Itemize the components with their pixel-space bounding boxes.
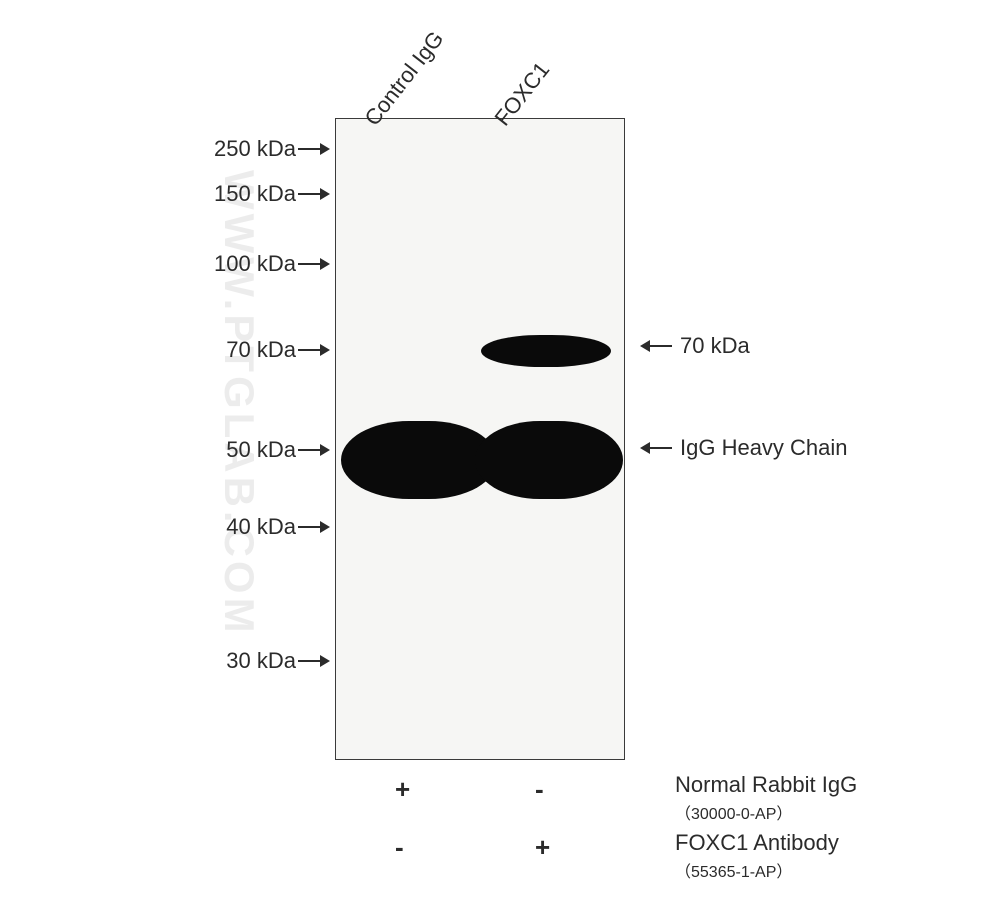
foxc1-specific-band xyxy=(481,335,611,367)
arrow-right-icon xyxy=(298,188,330,200)
igg-heavy-chain-lane1 xyxy=(341,421,497,499)
reagent-cell-r0-c1: - xyxy=(535,774,544,805)
right-annotation-0: 70 kDa xyxy=(640,333,750,359)
arrow-right-icon xyxy=(298,444,330,456)
mw-marker-5: 40 kDa xyxy=(226,514,330,540)
mw-marker-text: 100 kDa xyxy=(214,251,296,277)
reagent-cell-r1-c0: - xyxy=(395,832,404,863)
arrow-right-icon xyxy=(298,258,330,270)
mw-marker-6: 30 kDa xyxy=(226,648,330,674)
mw-marker-text: 250 kDa xyxy=(214,136,296,162)
mw-marker-3: 70 kDa xyxy=(226,337,330,363)
blot-figure: WWW.PTGLAB.COM Control IgGFOXC1 250 kDa1… xyxy=(0,0,1000,903)
watermark: WWW.PTGLAB.COM xyxy=(215,170,263,637)
reagent-label-0: Normal Rabbit IgG （30000-0-AP） xyxy=(675,772,857,824)
reagent-sublabel-text: （55365-1-AP） xyxy=(675,858,839,882)
reagent-label-text: FOXC1 Antibody xyxy=(675,830,839,855)
reagent-sublabel-text: （30000-0-AP） xyxy=(675,800,857,824)
arrow-right-icon xyxy=(298,521,330,533)
mw-marker-text: 30 kDa xyxy=(226,648,296,674)
mw-marker-text: 150 kDa xyxy=(214,181,296,207)
arrow-right-icon xyxy=(298,655,330,667)
reagent-cell-r1-c1: + xyxy=(535,832,550,863)
right-annotation-text: IgG Heavy Chain xyxy=(680,435,848,461)
reagent-cell-r0-c0: + xyxy=(395,774,410,805)
mw-marker-0: 250 kDa xyxy=(214,136,330,162)
arrow-left-icon xyxy=(640,442,672,454)
mw-marker-text: 70 kDa xyxy=(226,337,296,363)
igg-heavy-chain-lane2 xyxy=(475,421,623,499)
arrow-right-icon xyxy=(298,143,330,155)
arrow-left-icon xyxy=(640,340,672,352)
mw-marker-1: 150 kDa xyxy=(214,181,330,207)
mw-marker-2: 100 kDa xyxy=(214,251,330,277)
right-annotation-text: 70 kDa xyxy=(680,333,750,359)
right-annotation-1: IgG Heavy Chain xyxy=(640,435,848,461)
mw-marker-text: 40 kDa xyxy=(226,514,296,540)
mw-marker-4: 50 kDa xyxy=(226,437,330,463)
arrow-right-icon xyxy=(298,344,330,356)
lane-label-0: Control IgG xyxy=(360,26,450,131)
reagent-label-text: Normal Rabbit IgG xyxy=(675,772,857,797)
reagent-label-1: FOXC1 Antibody （55365-1-AP） xyxy=(675,830,839,882)
mw-marker-text: 50 kDa xyxy=(226,437,296,463)
blot-membrane xyxy=(335,118,625,760)
